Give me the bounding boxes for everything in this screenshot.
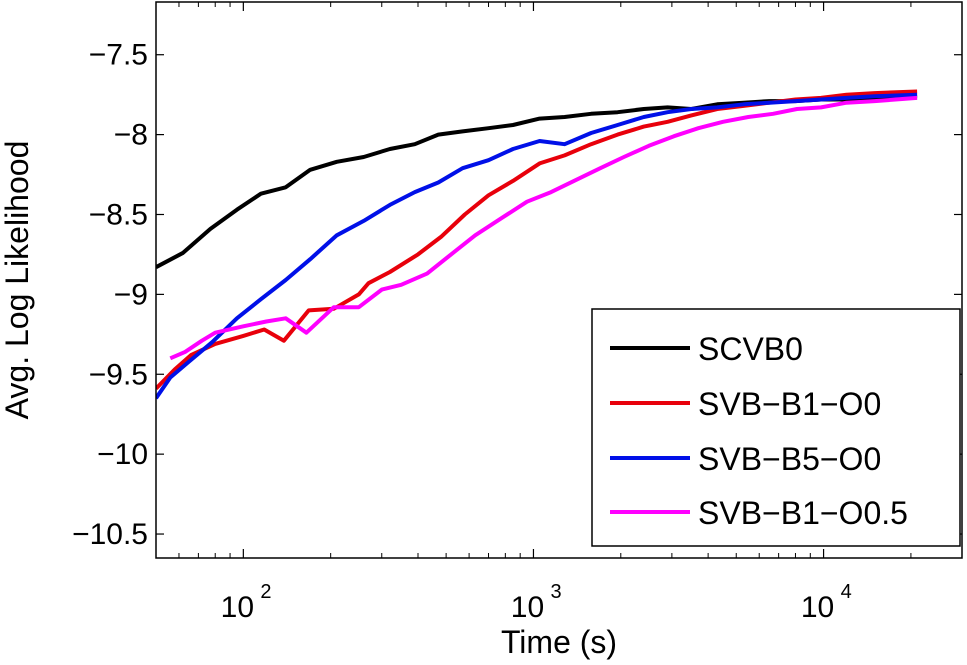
y-tick-label: −8.5 bbox=[89, 198, 148, 231]
series-layer bbox=[156, 89, 918, 400]
legend-label-1: SCVB0 bbox=[698, 331, 803, 367]
legend-label-3: SVB−B5−O0 bbox=[698, 441, 881, 477]
y-tick-label: −10 bbox=[97, 438, 148, 471]
x-tick-label: 10 bbox=[221, 591, 254, 624]
legend-label-4: SVB−B1−O0.5 bbox=[698, 495, 908, 531]
y-tick-label: −9 bbox=[114, 278, 148, 311]
plot-frame bbox=[155, 1, 963, 559]
legend: SCVB0 SVB−B1−O0 SVB−B5−O0 SVB−B1−O0.5 bbox=[591, 308, 961, 547]
x-tick-exponent: 3 bbox=[550, 581, 561, 603]
y-tick-label: −7.5 bbox=[89, 39, 148, 72]
legend-label-2: SVB−B1−O0 bbox=[698, 386, 881, 422]
x-tick-exponent: 4 bbox=[841, 581, 852, 603]
y-tick-label: −10.5 bbox=[72, 518, 148, 551]
series-line-4 bbox=[169, 95, 918, 361]
series-line-3 bbox=[156, 92, 918, 400]
x-tick-label: 10 bbox=[801, 591, 834, 624]
x-tick-exponent: 2 bbox=[260, 581, 271, 603]
y-tick-label: −9.5 bbox=[89, 358, 148, 391]
y-tick-label: −8 bbox=[114, 119, 148, 152]
y-axis-label: Avg. Log Likelihood bbox=[0, 141, 35, 420]
x-tick-label: 10 bbox=[511, 591, 544, 624]
x-axis-label: Time (s) bbox=[501, 624, 617, 660]
ticks-layer: −7.5 −8 −8.5 −9 −9.5 −10 −10.5 10 2 10 3 10 4 bbox=[72, 2, 963, 624]
